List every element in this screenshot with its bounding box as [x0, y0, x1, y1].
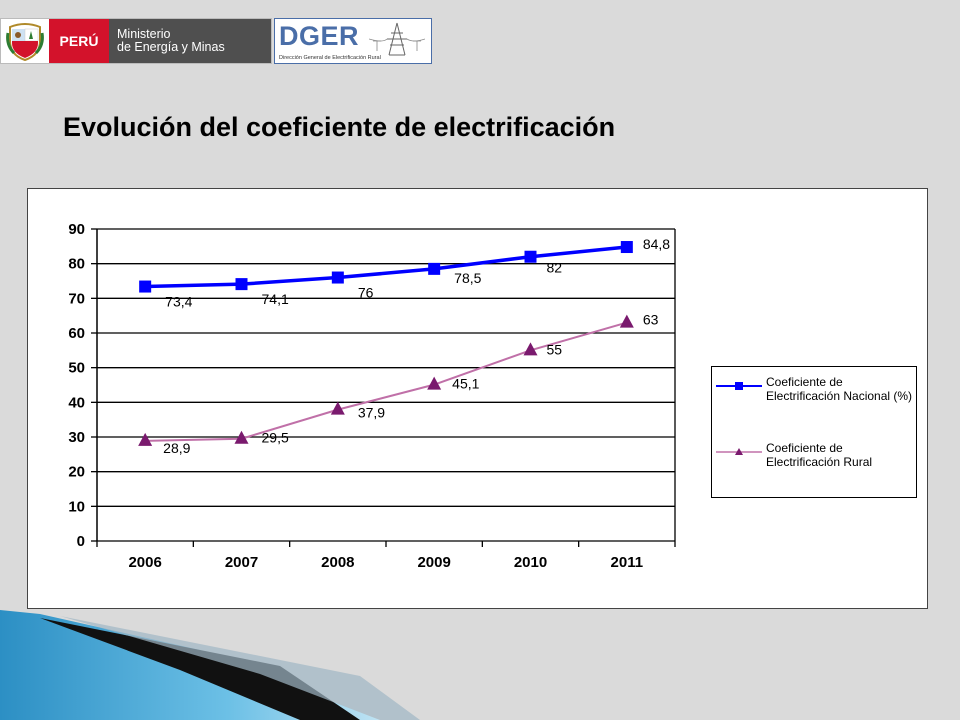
data-point-rural	[330, 401, 345, 415]
series-line-rural	[145, 321, 628, 442]
y-tick-label: 60	[68, 325, 85, 342]
x-tick-label: 2010	[514, 554, 547, 571]
line-chart: 0 10 20 30 40 50 60 70 80 90 2006 2007 2008 2009 2010…	[68, 221, 676, 571]
ministry-name: Ministerio de Energía y Minas	[109, 19, 271, 63]
data-label-nacional: 74,1	[262, 291, 289, 307]
corner-swoosh-decoration	[0, 610, 420, 720]
data-label-rural: 63	[643, 312, 659, 328]
ministry-line-2: de Energía y Minas	[117, 40, 225, 54]
data-label-nacional: 76	[358, 285, 374, 301]
peru-ministry-logo: PERÚ Ministerio de Energía y Minas	[0, 18, 272, 64]
y-tick-label: 70	[68, 290, 85, 307]
dger-logo: DGER Dirección General de Electrificació…	[274, 18, 432, 64]
legend-label-nacional: Coeficiente de Electrificación Nacional …	[766, 375, 913, 403]
x-tick-label: 2007	[225, 554, 258, 571]
ministry-line-1: Ministerio	[117, 27, 171, 41]
data-label-rural: 55	[547, 341, 563, 357]
y-tick-label: 80	[68, 256, 85, 273]
data-point-nacional	[524, 250, 537, 263]
data-point-nacional	[235, 278, 248, 291]
chart-frame: 0 10 20 30 40 50 60 70 80 90 2006 2007 2008 2009 2010…	[27, 188, 928, 609]
x-tick-label: 2011	[611, 554, 644, 571]
data-label-nacional: 78,5	[454, 270, 481, 286]
data-point-rural	[619, 314, 634, 328]
y-axis: 0 10 20 30 40 50 60 70 80 90	[68, 221, 98, 550]
coat-of-arms-icon	[1, 19, 49, 63]
x-tick-label: 2008	[321, 554, 354, 571]
series-line-nacional	[145, 245, 628, 289]
country-tag: PERÚ	[49, 19, 109, 63]
y-tick-label: 30	[68, 429, 85, 446]
power-tower-icon	[369, 22, 425, 56]
data-point-rural	[523, 342, 538, 356]
data-label-nacional: 84,8	[643, 236, 670, 252]
data-label-rural: 45,1	[452, 376, 479, 392]
data-label-rural: 29,5	[262, 430, 289, 446]
y-tick-label: 10	[68, 498, 85, 515]
dger-subtitle: Dirección General de Electrificación Rur…	[279, 55, 381, 61]
logo-bar: PERÚ Ministerio de Energía y Minas DGER …	[0, 18, 432, 64]
y-tick-label: 50	[68, 360, 85, 377]
data-point-rural	[427, 376, 442, 390]
data-point-rural	[234, 430, 249, 444]
legend-label-rural: Coeficiente de Electrificación Rural	[766, 441, 873, 469]
data-point-nacional	[331, 271, 344, 284]
dger-wordmark: DGER	[279, 21, 360, 51]
data-label-rural: 28,9	[163, 440, 190, 456]
legend-item-nacional: Coeficiente de Electrificación Nacional …	[716, 375, 916, 403]
y-tick-label: 0	[77, 533, 85, 550]
data-point-nacional	[428, 262, 441, 275]
x-tick-label: 2006	[128, 554, 161, 571]
data-label-rural: 37,9	[358, 405, 385, 421]
data-point-nacional	[139, 280, 152, 293]
data-point-rural	[138, 432, 153, 446]
chart-legend: Coeficiente de Electrificación Nacional …	[711, 366, 917, 498]
y-tick-label: 40	[68, 394, 85, 411]
chart-grid	[97, 228, 676, 542]
legend-item-rural: Coeficiente de Electrificación Rural	[716, 441, 916, 469]
chart-series: 73,4 74,1 76 78,5 82 84,8 28,9 29,5 37,9 45,1 55 63	[138, 236, 670, 456]
page-title: Evolución del coeficiente de electrifica…	[63, 112, 616, 142]
legend-swatch-rural	[716, 445, 762, 459]
y-tick-label: 90	[68, 221, 85, 238]
data-label-nacional: 73,4	[165, 294, 192, 310]
x-axis: 2006 2007 2008 2009 2010 2011	[96, 541, 676, 571]
legend-swatch-nacional	[716, 379, 762, 393]
y-tick-label: 20	[68, 464, 85, 481]
data-point-nacional	[620, 241, 633, 254]
data-label-nacional: 82	[547, 260, 563, 276]
x-tick-label: 2009	[417, 554, 450, 571]
